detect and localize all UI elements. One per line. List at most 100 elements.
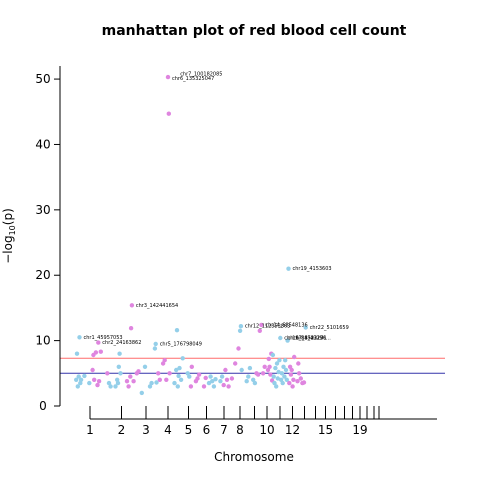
data-point: [255, 372, 261, 377]
data-point: [283, 358, 288, 363]
data-point: [174, 328, 180, 333]
data-point: [105, 371, 110, 376]
data-point: [160, 361, 166, 366]
data-point: [117, 351, 122, 356]
data-point: [236, 346, 241, 351]
data-point: [268, 372, 273, 377]
data-point: [128, 326, 134, 331]
data-point: [206, 380, 212, 386]
data-point: [76, 374, 81, 379]
data-point: [126, 384, 131, 389]
data-point: [167, 371, 172, 376]
data-point: [233, 361, 238, 366]
data-point: [203, 375, 208, 381]
data-point: [276, 369, 281, 375]
data-point: [129, 303, 135, 308]
y-axis-label-main: −log: [1, 235, 15, 263]
point-annotation: chr2_24163862: [102, 340, 141, 346]
data-point: [291, 377, 296, 382]
data-point: [139, 390, 144, 396]
data-point: [162, 358, 167, 363]
data-point: [296, 361, 301, 366]
data-point: [210, 379, 215, 384]
data-point: [176, 373, 181, 379]
data-point: [277, 358, 282, 363]
data-point: [166, 111, 171, 116]
y-tick-label: 30: [35, 203, 50, 217]
data-point: [113, 384, 118, 389]
point-annotation: chr19_4153603: [293, 266, 332, 272]
data-point: [274, 384, 279, 389]
y-tick-label: 50: [35, 72, 50, 86]
y-tick-label: 40: [35, 137, 50, 151]
data-point: [108, 384, 113, 389]
data-point: [185, 371, 190, 376]
data-point: [77, 335, 82, 340]
data-point: [281, 364, 286, 369]
data-point: [74, 351, 80, 356]
data-point: [124, 379, 130, 384]
data-point: [189, 364, 194, 369]
data-point: [118, 371, 123, 376]
data-point: [177, 365, 182, 371]
x-tick-label: 12: [285, 423, 300, 437]
data-point: [303, 325, 308, 330]
data-point: [96, 340, 101, 345]
data-point: [82, 373, 87, 379]
data-point: [165, 74, 171, 80]
data-point: [223, 367, 228, 373]
y-axis-label-tail: (p): [1, 208, 15, 225]
x-tick-label: 6: [203, 423, 211, 437]
data-point: [219, 374, 225, 379]
data-point: [289, 367, 294, 373]
x-tick-label: 3: [142, 423, 150, 437]
data-point: [275, 376, 280, 381]
data-point: [239, 367, 244, 373]
data-point: [152, 346, 158, 351]
data-point: [283, 367, 289, 373]
data-point: [244, 379, 249, 384]
point-annotation: chr3_142441654: [136, 303, 178, 309]
data-point: [259, 322, 264, 328]
data-point: [287, 380, 292, 386]
data-point: [115, 380, 121, 386]
point-annotation: chr12_112353863: [245, 324, 290, 330]
data-point: [78, 380, 83, 386]
data-point: [188, 384, 194, 389]
data-point: [296, 371, 302, 376]
data-point: [156, 371, 161, 376]
x-tick-label: 1: [86, 423, 94, 437]
data-point: [115, 377, 120, 382]
data-point: [273, 365, 278, 371]
data-point: [92, 377, 97, 382]
point-annotation: chr17_4522101: [288, 336, 327, 342]
data-point: [90, 367, 95, 373]
data-point: [274, 361, 280, 366]
x-ticks: 1 2 3 4 5 6 7 8 10 12 15 19: [86, 406, 380, 437]
data-point: [175, 384, 180, 389]
data-point: [218, 379, 223, 384]
x-tick-label: 15: [318, 423, 333, 437]
data-point: [147, 384, 153, 389]
data-point: [246, 374, 251, 379]
data-point: [270, 352, 276, 358]
point-annotation: chr22_5101659: [310, 325, 349, 331]
data-point: [74, 377, 79, 382]
data-point: [187, 374, 192, 379]
data-point: [267, 364, 272, 369]
x-tick-label: 7: [220, 423, 228, 437]
data-point: [260, 371, 266, 376]
point-annotation: chr14_68548136: [265, 322, 307, 328]
data-point: [195, 376, 200, 381]
data-point: [106, 380, 112, 386]
x-tick-label: 10: [259, 423, 274, 437]
data-point: [301, 380, 307, 385]
data-point: [271, 374, 276, 379]
data-point: [292, 354, 297, 360]
data-point: [95, 382, 100, 388]
data-point: [149, 380, 154, 386]
x-tick-label: 4: [164, 423, 172, 437]
data-point: [78, 377, 84, 382]
data-point: [280, 380, 285, 386]
